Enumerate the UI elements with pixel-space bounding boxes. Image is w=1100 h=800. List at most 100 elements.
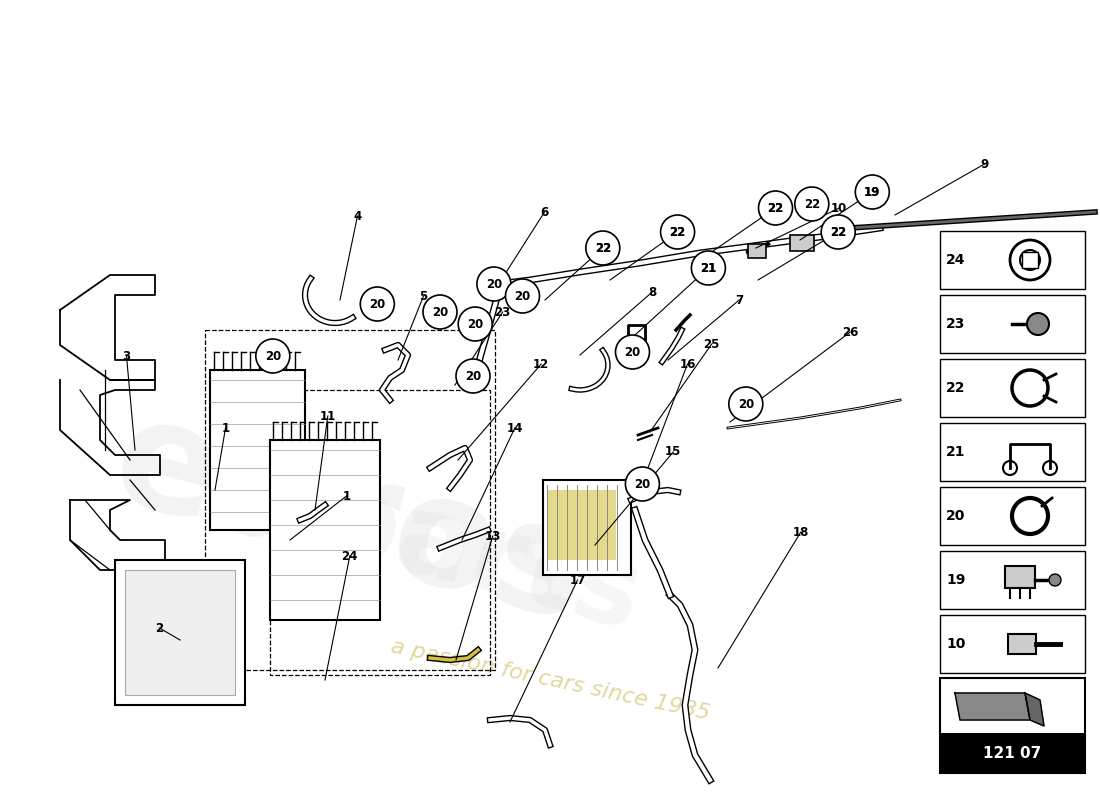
Text: 10: 10	[946, 637, 966, 651]
Text: 1: 1	[342, 490, 351, 502]
Circle shape	[661, 215, 694, 249]
Circle shape	[1027, 313, 1049, 335]
Text: 22: 22	[670, 226, 685, 238]
Text: 20: 20	[370, 298, 385, 310]
Polygon shape	[955, 693, 1030, 720]
Text: 1: 1	[221, 422, 230, 434]
Text: 22: 22	[946, 381, 966, 395]
Text: 19: 19	[865, 186, 880, 198]
Bar	[205, 330, 495, 670]
Text: 20: 20	[468, 318, 483, 330]
Text: 23: 23	[946, 317, 966, 331]
Text: 22: 22	[768, 202, 783, 214]
Bar	[940, 423, 1085, 481]
Text: 22: 22	[804, 198, 820, 210]
Bar	[940, 487, 1085, 545]
Text: 20: 20	[265, 350, 280, 362]
Circle shape	[256, 339, 289, 373]
Text: 22: 22	[768, 202, 783, 214]
Text: 21: 21	[946, 445, 966, 459]
Text: 25: 25	[704, 338, 719, 350]
Polygon shape	[1025, 693, 1044, 726]
Circle shape	[477, 267, 510, 301]
Text: 20: 20	[515, 290, 530, 302]
Circle shape	[506, 279, 539, 313]
Text: 19: 19	[865, 186, 880, 198]
Circle shape	[361, 287, 394, 321]
Bar	[1008, 634, 1036, 654]
Bar	[940, 359, 1085, 417]
Text: 3: 3	[122, 350, 131, 362]
Bar	[543, 480, 631, 575]
Text: 20: 20	[635, 478, 650, 490]
Circle shape	[456, 359, 490, 393]
Bar	[125, 570, 235, 695]
Text: 23: 23	[495, 306, 510, 318]
Text: 26: 26	[843, 326, 858, 338]
Circle shape	[759, 191, 792, 225]
Text: 24: 24	[342, 550, 358, 562]
Bar	[940, 295, 1085, 353]
Circle shape	[459, 307, 492, 341]
Circle shape	[586, 231, 619, 265]
Text: 17: 17	[570, 574, 585, 586]
Text: 16: 16	[680, 358, 695, 370]
Circle shape	[692, 251, 725, 285]
Bar	[940, 551, 1085, 609]
Text: parts: parts	[307, 466, 652, 654]
Bar	[940, 615, 1085, 673]
Bar	[1005, 566, 1035, 588]
Text: 20: 20	[946, 509, 966, 523]
Bar	[270, 440, 380, 620]
Text: euros: euros	[97, 386, 603, 654]
Text: 11: 11	[320, 410, 336, 422]
Bar	[748, 244, 766, 258]
Circle shape	[856, 175, 889, 209]
Text: 10: 10	[832, 202, 847, 214]
Text: 22: 22	[595, 242, 610, 254]
Text: 12: 12	[534, 358, 549, 370]
Circle shape	[626, 467, 659, 501]
Text: 20: 20	[738, 398, 754, 410]
Text: 4: 4	[353, 210, 362, 222]
Text: 13: 13	[485, 530, 501, 542]
Text: 2: 2	[155, 622, 164, 634]
Text: 9: 9	[980, 158, 989, 170]
Text: 22: 22	[670, 226, 685, 238]
Bar	[790, 235, 814, 251]
Text: 8: 8	[648, 286, 657, 298]
Text: 22: 22	[830, 226, 846, 238]
Circle shape	[795, 187, 828, 221]
Bar	[270, 390, 490, 675]
Text: 15: 15	[666, 446, 681, 458]
Text: 22: 22	[595, 242, 610, 254]
Text: 21: 21	[701, 262, 716, 274]
Circle shape	[822, 215, 855, 249]
Text: 14: 14	[507, 422, 522, 434]
Circle shape	[1049, 574, 1061, 586]
Bar	[940, 678, 1085, 773]
Text: 24: 24	[946, 253, 966, 267]
Text: 6: 6	[540, 206, 549, 218]
Text: 20: 20	[486, 278, 502, 290]
Text: a passion for cars since 1985: a passion for cars since 1985	[388, 636, 712, 724]
Bar	[1022, 252, 1038, 268]
Text: 20: 20	[432, 306, 448, 318]
Bar	[116, 560, 245, 705]
Text: 18: 18	[793, 526, 808, 538]
Bar	[210, 370, 305, 530]
Bar	[940, 231, 1085, 289]
Text: 19: 19	[946, 573, 966, 587]
Text: 7: 7	[735, 294, 744, 306]
Circle shape	[424, 295, 456, 329]
Circle shape	[729, 387, 762, 421]
Bar	[940, 733, 1085, 773]
Text: 20: 20	[465, 370, 481, 382]
Text: 22: 22	[830, 226, 846, 238]
Circle shape	[616, 335, 649, 369]
Text: 20: 20	[625, 346, 640, 358]
Bar	[548, 490, 616, 560]
Text: 121 07: 121 07	[983, 746, 1042, 761]
Text: 21: 21	[701, 262, 716, 274]
Text: 5: 5	[419, 290, 428, 302]
